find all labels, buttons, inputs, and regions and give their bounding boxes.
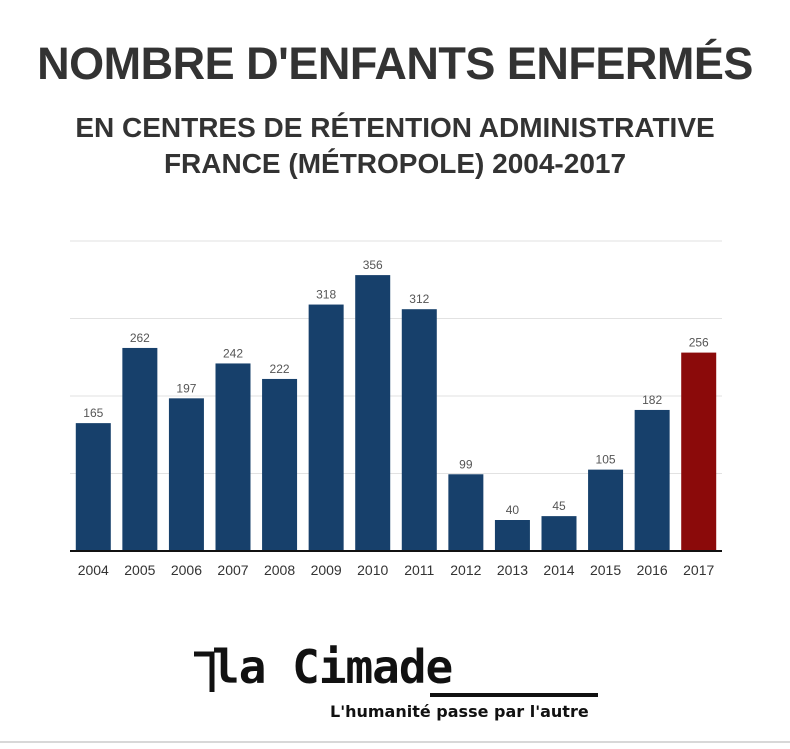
- la-cimade-logo: la Cimade L'humanité passe par l'autre: [190, 640, 610, 730]
- x-tick-label-2004: 2004: [78, 562, 109, 578]
- bar-2010: [355, 275, 391, 551]
- bar-2016: [634, 409, 670, 551]
- bar-2012: [448, 474, 484, 551]
- x-tick-label-2014: 2014: [543, 562, 574, 578]
- bar-chart: 165 2004 262 2005 197 2006 242 2007 222 2008 318 20…: [70, 240, 722, 578]
- data-label-2006: 197: [176, 381, 196, 395]
- bar-2008: [262, 378, 298, 551]
- x-tick-label-2010: 2010: [357, 562, 388, 578]
- chart-subtitle-line-2: FRANCE (MÉTROPOLE) 2004-2017: [163, 148, 627, 179]
- x-tick-label-2007: 2007: [217, 562, 248, 578]
- bar-2011: [401, 309, 437, 551]
- data-label-2013: 40: [506, 503, 520, 517]
- data-label-2014: 45: [552, 499, 566, 513]
- bar-2004: [75, 423, 111, 551]
- bar-2017: [681, 352, 717, 551]
- data-label-2010: 356: [363, 258, 383, 272]
- bar-2009: [308, 304, 344, 551]
- chart-subtitle-line-1: EN CENTRES DE RÉTENTION ADMINISTRATIVE: [75, 112, 715, 143]
- footer-divider: [0, 741, 790, 743]
- data-label-2004: 165: [83, 406, 103, 420]
- data-label-2009: 318: [316, 288, 336, 302]
- data-label-2017: 256: [689, 336, 709, 350]
- x-tick-label-2013: 2013: [497, 562, 528, 578]
- chart-title: NOMBRE D'ENFANTS ENFERMÉS: [37, 38, 753, 89]
- x-tick-label-2005: 2005: [124, 562, 155, 578]
- x-tick-label-2012: 2012: [450, 562, 481, 578]
- data-label-2005: 262: [130, 331, 150, 345]
- x-tick-label-2009: 2009: [311, 562, 342, 578]
- x-tick-label-2008: 2008: [264, 562, 295, 578]
- bar-2014: [541, 516, 577, 551]
- data-label-2015: 105: [596, 453, 616, 467]
- logo-bracket-icon: [194, 651, 598, 697]
- x-tick-label-2011: 2011: [404, 562, 434, 578]
- data-label-2008: 222: [270, 362, 290, 376]
- data-label-2012: 99: [459, 457, 473, 471]
- bar-2015: [588, 469, 624, 551]
- logo-tagline: L'humanité passe par l'autre: [330, 702, 589, 721]
- x-tick-label-2016: 2016: [637, 562, 668, 578]
- x-tick-label-2017: 2017: [683, 562, 714, 578]
- bar-2013: [494, 520, 530, 551]
- data-label-2016: 182: [642, 393, 662, 407]
- data-label-2011: 312: [409, 292, 429, 306]
- x-tick-label-2006: 2006: [171, 562, 202, 578]
- bar-2005: [122, 347, 158, 551]
- data-label-2007: 242: [223, 346, 243, 360]
- bar-2006: [168, 398, 204, 551]
- bar-2007: [215, 363, 251, 551]
- x-tick-label-2015: 2015: [590, 562, 621, 578]
- logo-wordmark: la Cimade: [212, 640, 453, 694]
